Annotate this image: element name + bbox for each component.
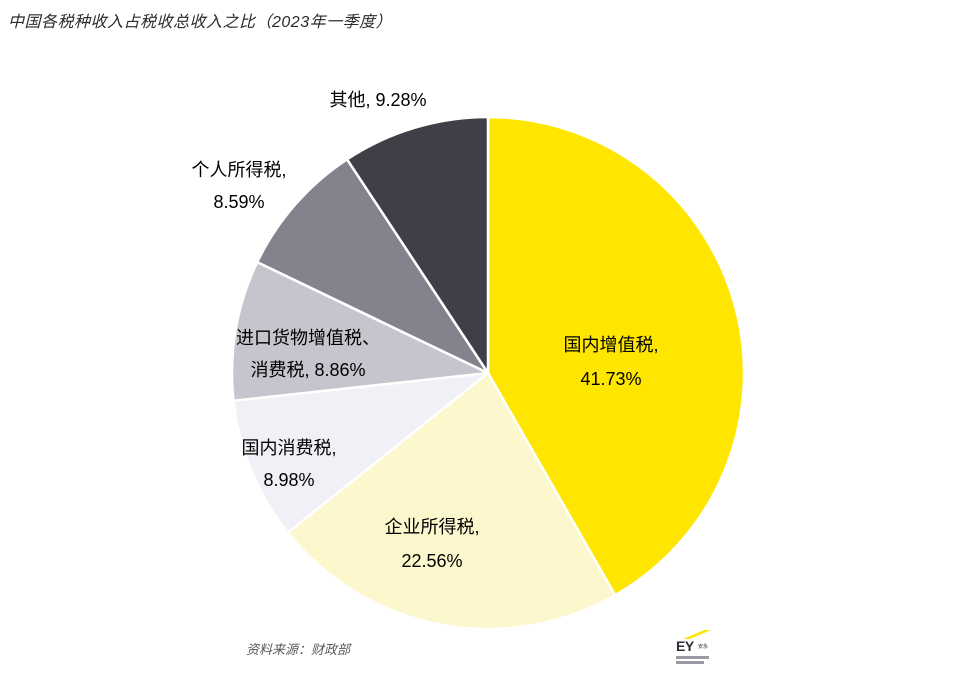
callout-domestic-consumption-line1: 国内消费税, <box>241 438 337 458</box>
pie-slice-其他 <box>345 115 490 375</box>
pie-chart <box>230 115 746 631</box>
callout-domestic-vat: 国内增值税, 41.73% <box>563 328 658 396</box>
callout-corporate-income-line1: 企业所得税, <box>384 517 480 537</box>
pie-slice-国内增值税 <box>486 115 746 597</box>
callout-individual-income-tax-line2: 8.59% <box>213 192 265 212</box>
ey-tagline-line <box>676 661 704 664</box>
ey-logo-text: EY <box>676 638 694 654</box>
pie-chart-area <box>226 111 750 635</box>
ey-logo: EY 安永 <box>676 627 720 669</box>
callout-corporate-income-tax: 企业所得税, 22.56% <box>384 510 479 578</box>
pie-slice-进口货物增值税、消费税 <box>230 260 490 403</box>
callout-domestic-consumption-line2: 8.98% <box>263 470 315 490</box>
callout-domestic-consumption-tax: 国内消费税, 8.98% <box>241 432 336 496</box>
ey-logo-cn-text: 安永 <box>698 644 709 650</box>
callout-individual-income-tax: 个人所得税, 8.59% <box>191 154 286 218</box>
callout-import-vat-line2: 消费税, 8.86% <box>250 360 366 380</box>
callout-import-vat-consumption-tax: 进口货物增值税、 消费税, 8.86% <box>236 322 380 386</box>
ey-tagline-line <box>676 656 709 659</box>
callout-other: 其他, 9.28% <box>329 88 426 112</box>
callout-domestic-vat-line1: 国内增值税, <box>563 335 659 355</box>
callout-other-line1: 其他, 9.28% <box>329 90 427 110</box>
callout-corporate-income-line2: 22.56% <box>401 551 463 571</box>
callout-import-vat-line1: 进口货物增值税、 <box>236 328 380 348</box>
ey-beam-icon <box>683 630 711 639</box>
pie-slice-个人所得税 <box>256 158 490 375</box>
pie-slice-国内消费税 <box>232 371 490 534</box>
callout-domestic-vat-line2: 41.73% <box>580 369 642 389</box>
callout-individual-income-tax-line1: 个人所得税, <box>191 160 287 180</box>
chart-title: 中国各税种收入占税收总收入之比（2023年一季度） <box>8 14 393 31</box>
pie-slice-企业所得税 <box>286 371 617 631</box>
source-note: 资料来源：财政部 <box>246 642 351 657</box>
